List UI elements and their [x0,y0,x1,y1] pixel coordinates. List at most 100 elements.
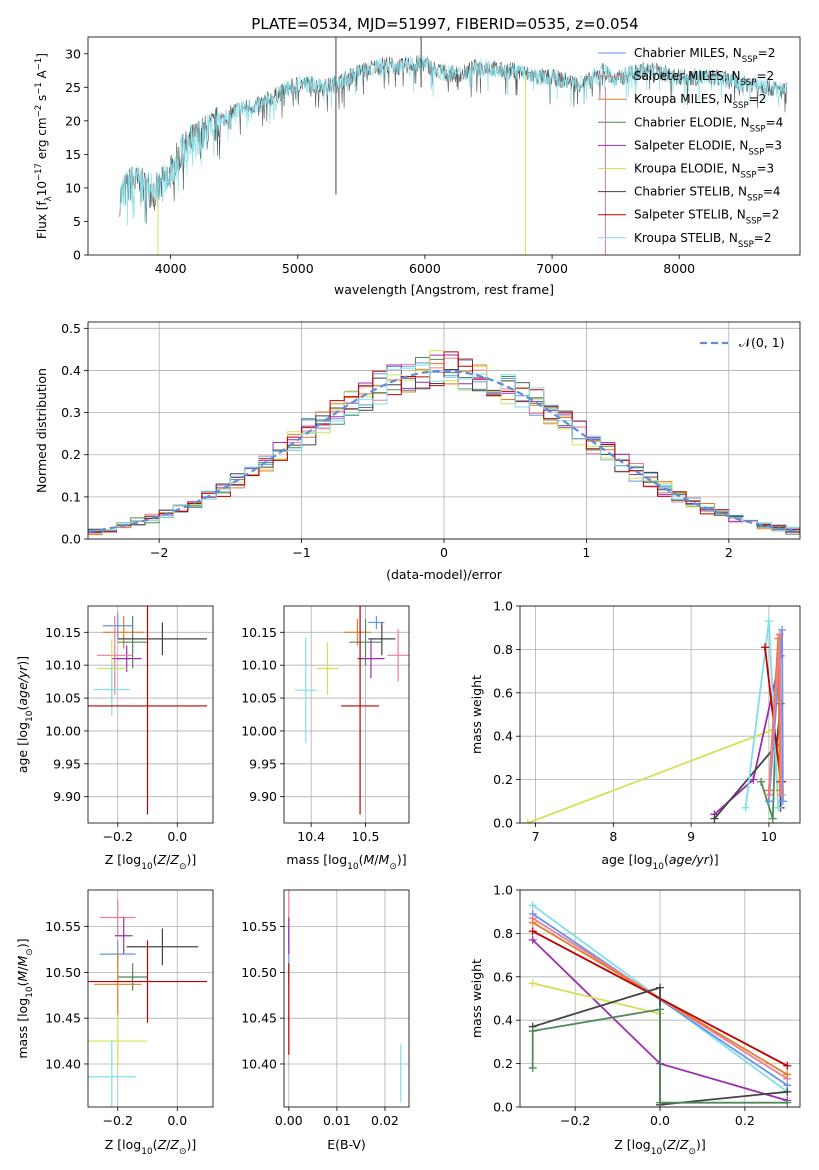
y-tick-label: 10.05 [241,691,277,706]
y-tick-label: 10.40 [241,1056,277,1071]
x-tick-label: 0.2 [735,1113,755,1128]
legend-entry: Salpeter ELODIE, NSSP=3 [634,138,782,157]
weight-line [527,699,778,823]
legend: Chabrier MILES, NSSP=2 Salpeter MILES, NS… [598,46,783,250]
error-bar [387,629,409,682]
weight-series [764,630,786,799]
error-bar [316,642,339,695]
weight-marker [757,777,766,786]
y-tick-label: 0 [73,248,81,263]
error-bar [102,615,145,649]
y-tick-label: 10.40 [45,1056,81,1071]
plot-area [294,606,409,815]
weight-marker [775,786,784,795]
weight-marker [761,643,769,652]
y-axis-label: Flux [fλ10−17 erg cm−2 s−1 A−1] [34,53,54,239]
error-bar [357,638,385,679]
x-axis-label: Z [log10(Z/Z⊙)] [105,1137,197,1157]
legend-entry: Kroupa STELIB, NSSP=2 [634,231,772,250]
weight-marker [777,790,786,799]
axes-frame [87,321,801,540]
error-bar [368,622,396,656]
y-tick-label: 10.10 [241,658,277,673]
y-tick-label: 0.6 [493,969,513,984]
y-tick-label: 9.95 [53,756,81,771]
y-tick-label: 10.45 [45,1011,81,1026]
figure-title: PLATE=0534, MJD=51997, FIBERID=0535, z=0… [251,15,638,33]
y-tick-label: 0.4 [493,1013,513,1028]
metallicity-mass-weight-panel: −0.2 0.0 0.2 0.0 0.2 0.4 0.6 0.8 1.0 Z [log10(Z/Z… [469,883,801,1157]
weight-marker [783,1087,792,1096]
weight-marker [749,775,758,784]
y-tick-label: 0.2 [61,447,81,462]
x-tick-label: 0.0 [167,829,187,844]
y-axis-label: mass weight [469,675,484,754]
weight-series [741,617,783,812]
weight-marker [774,634,783,643]
axes-frame [283,889,410,1108]
x-tick-label: 8000 [663,261,695,276]
y-tick-label: 0.5 [61,321,81,336]
plot-area [288,890,402,1103]
y-tick-label: 0.2 [493,1056,513,1071]
x-tick-label: 0.02 [371,1113,399,1128]
weight-marker [764,617,773,626]
x-tick-label: −0.2 [103,829,133,844]
y-tick-label: 1.0 [493,883,513,898]
spectrum-panel: 4000 5000 6000 7000 8000 0 5 10 15 20 25 30 waveleng… [34,36,801,297]
weight-marker [741,803,750,812]
error-bar [117,963,148,991]
x-tick-label: 2 [725,545,733,560]
weight-series [528,1005,792,1107]
weight-line [532,982,661,1015]
weight-marker [656,983,664,992]
weight-marker [528,935,537,944]
legend-entry: Kroupa MILES, NSSP=2 [634,92,766,111]
y-tick-label: 0.2 [493,772,513,787]
weight-marker [778,625,787,634]
y-tick-label: 10 [65,180,81,195]
x-axis-label: Z [log10(Z/Z⊙)] [105,852,197,872]
axes-frame [519,605,801,824]
error-bar [88,606,208,815]
x-tick-label: 8 [609,829,617,844]
y-tick-label: 9.95 [249,756,277,771]
y-tick-label: 30 [65,46,81,61]
y-tick-label: 0.0 [61,532,81,547]
weight-marker [656,1098,664,1107]
error-bar [102,612,133,639]
x-tick-label: −1 [292,545,310,560]
weight-marker [528,918,537,927]
error-bar [114,917,133,955]
x-tick-label: 0 [440,545,448,560]
y-tick-label: 1.0 [493,599,513,614]
y-axis-label: mass [log10(M/M⊙)] [15,938,35,1058]
weight-marker [775,630,784,639]
x-tick-label: 7000 [536,261,568,276]
x-tick-label: 0.0 [167,1113,187,1128]
spectrum-line [119,55,788,225]
x-tick-label: −2 [150,545,168,560]
x-axis-label: age [log10(age/yr)] [601,852,718,872]
x-axis-label: Z [log10(Z/Z⊙)] [614,1137,706,1157]
weight-marker [774,803,783,812]
histogram-step [88,351,800,533]
legend-entry: Salpeter MILES, NSSP=2 [634,69,774,88]
legend-entry: Chabrier STELIB, NSSP=4 [634,185,781,204]
legend-entry: Kroupa ELODIE, NSSP=3 [634,162,774,181]
normal-curve [88,369,798,533]
weight-marker [783,1070,792,1079]
y-tick-label: 0.0 [493,1100,513,1115]
x-axis-label: (data-model)/error [386,567,503,582]
y-tick-label: 0.4 [61,363,81,378]
legend-entry: Chabrier MILES, NSSP=2 [634,46,775,65]
x-tick-label: 6000 [409,261,441,276]
y-tick-label: 0.6 [493,685,513,700]
weight-marker [778,797,787,806]
error-bar [93,663,130,716]
x-tick-label: 0.01 [323,1113,351,1128]
x-tick-label: 7 [532,829,540,844]
spectrum-line [119,55,788,226]
extinction-mass-panel: 0.00 0.01 0.02 10.40 10.45 10.50 10.55 E(B-V) [241,889,410,1152]
y-tick-label: 10.00 [241,723,277,738]
